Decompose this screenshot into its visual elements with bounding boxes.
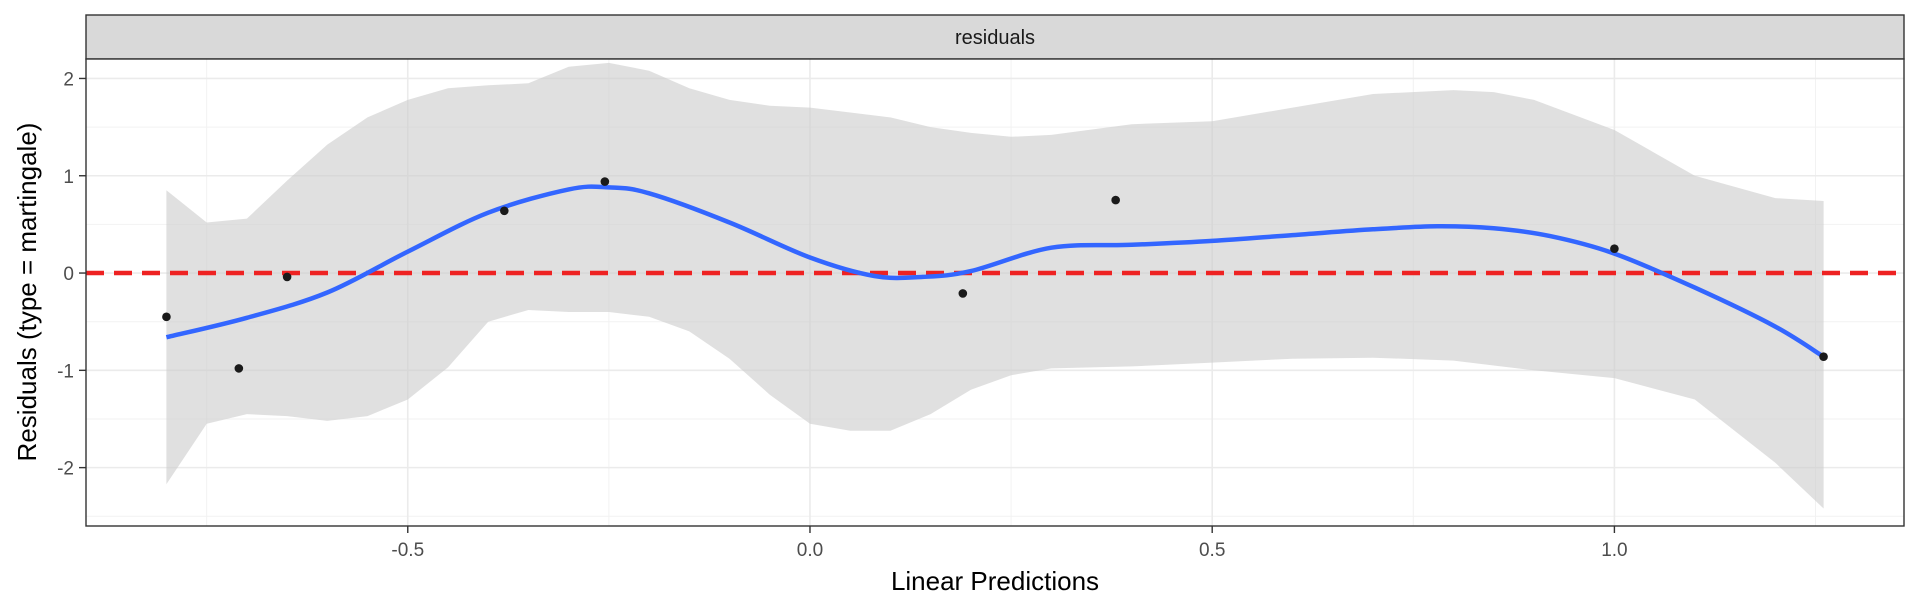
confidence-ribbon	[166, 62, 1824, 509]
y-axis-title: Residuals (type = martingale)	[12, 123, 42, 462]
y-tick-label: 0	[63, 264, 74, 285]
panel-border	[85, 58, 1905, 527]
facet-label: residuals	[955, 27, 1035, 49]
x-tick-label: 0.5	[1199, 540, 1225, 561]
data-point	[500, 206, 509, 216]
x-tick-label: 1.0	[1601, 540, 1627, 561]
data-point	[162, 312, 171, 322]
data-point	[600, 177, 610, 186]
y-tick-label: -1	[57, 361, 74, 382]
data-points	[162, 177, 1828, 373]
y-tick-label: 1	[63, 167, 74, 188]
x-axis-title: Linear Predictions	[891, 566, 1099, 596]
y-tick-label: -2	[57, 459, 74, 480]
facet-strip	[85, 14, 1905, 60]
data-point	[1819, 352, 1828, 362]
data-point	[282, 272, 292, 282]
y-tick-label: 2	[63, 69, 74, 90]
data-point	[234, 364, 244, 373]
data-point	[1610, 244, 1619, 254]
x-axis: -0.5 0.0 0.5 1.0	[391, 526, 1628, 561]
x-tick-label: 0.0	[797, 540, 823, 561]
smooth-line	[165, 184, 1825, 359]
x-tick-label: -0.5	[391, 540, 424, 561]
data-point	[1111, 195, 1120, 205]
data-point	[958, 289, 968, 298]
y-axis: -2 -1 0 1 2	[57, 69, 86, 480]
